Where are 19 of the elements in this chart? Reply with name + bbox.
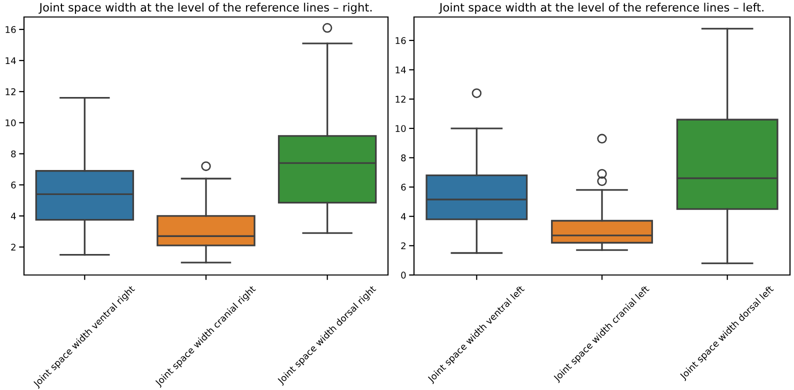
y-tick-label: 16 (396, 37, 406, 44)
y-tick-label: 4 (10, 212, 16, 220)
y-tick-label: 4 (400, 213, 406, 220)
y-tick-label: 10 (396, 125, 406, 132)
y-tick-label: 0 (401, 272, 406, 279)
y-tick-label: 2 (11, 244, 16, 251)
y-tick-label: 14 (396, 66, 406, 74)
y-tick-label: 6 (11, 182, 16, 188)
y-tick-label: 16 (6, 26, 16, 34)
y-tick-label: 6 (401, 184, 406, 191)
y-tick-label: 12 (396, 96, 406, 103)
chart-title: Joint space width at the level of the reference lines – left. (438, 2, 764, 14)
chart-title: Joint space width at the level of the reference lines – right. (38, 2, 372, 14)
y-tick-label: 8 (401, 154, 406, 162)
y-tick-label: 12 (6, 88, 16, 96)
y-tick-label: 10 (6, 119, 16, 126)
y-tick-label: 8 (11, 150, 16, 158)
y-tick-label: 2 (401, 242, 406, 250)
y-tick-label: 14 (6, 57, 16, 64)
